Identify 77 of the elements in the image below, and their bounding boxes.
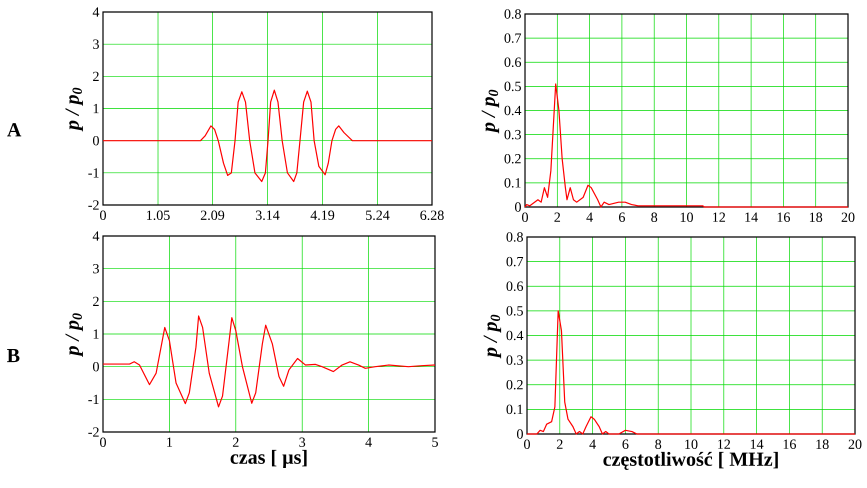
x-tick-label: 1 bbox=[167, 438, 172, 447]
y-tick-label: 2 bbox=[93, 72, 99, 81]
x-tick-label: 0 bbox=[100, 210, 106, 220]
x-tick-label: 1.05 bbox=[146, 210, 170, 220]
y-tick-label: 0.3 bbox=[506, 355, 523, 365]
y-tick-label: 0.2 bbox=[504, 154, 521, 164]
x-tick-label: 6 bbox=[619, 212, 625, 222]
y-tick-label: -1 bbox=[88, 168, 99, 178]
x-tick-label: 4 bbox=[586, 212, 593, 222]
x-tick-label: 4 bbox=[589, 440, 596, 449]
y-tick-label: 0.1 bbox=[504, 178, 521, 188]
y-tick-label: 0.3 bbox=[504, 130, 521, 140]
line-series bbox=[102, 315, 436, 408]
y-tick-label: 0.6 bbox=[504, 57, 522, 68]
x-tick-label: 0 bbox=[100, 438, 106, 447]
y-tick-label: 0.8 bbox=[504, 9, 521, 19]
text: B bbox=[7, 348, 20, 362]
y-tick-label: 0.7 bbox=[504, 33, 522, 43]
x-tick-label: 20 bbox=[842, 212, 854, 222]
y-tick-label: 0.5 bbox=[504, 82, 521, 92]
y-tick-label: 0 bbox=[93, 362, 99, 372]
y-tick-label: 0.5 bbox=[506, 306, 523, 316]
x-tick-label: 20 bbox=[848, 440, 862, 449]
y-tick-label: 3 bbox=[93, 39, 99, 49]
y-axis-title: p / p$_{0}$ bbox=[66, 88, 83, 132]
y-tick-label: 0.1 bbox=[506, 404, 523, 414]
x-tick-label: 12 bbox=[718, 440, 730, 449]
y-tick-label: 1 bbox=[94, 104, 99, 114]
x-tick-label: 0 bbox=[524, 440, 530, 449]
x-tick-label: 2 bbox=[554, 212, 560, 222]
x-tick-label: 8 bbox=[651, 212, 658, 222]
x-tick-label: 4.19 bbox=[310, 210, 334, 220]
x-tick-label: 6.28 bbox=[420, 210, 444, 220]
y-tick-label: 0.6 bbox=[506, 281, 524, 292]
y-tick-label: 2 bbox=[93, 296, 99, 306]
x-tick-label: 10 bbox=[680, 212, 693, 222]
x-tick-label: 5.24 bbox=[366, 210, 390, 220]
y-tick-label: -2 bbox=[88, 427, 99, 437]
y-tick-label: 0 bbox=[517, 429, 523, 439]
y-tick-label: 0.7 bbox=[506, 256, 524, 266]
y-tick-label: -1 bbox=[88, 394, 99, 404]
x-tick-label: 3 bbox=[299, 438, 306, 447]
x-tick-label: 2 bbox=[232, 438, 239, 447]
y-axis-title: p / p$_{0}$ bbox=[484, 314, 502, 358]
x-axis-title: częstotliwość [ MHz] bbox=[603, 452, 778, 470]
x-tick-label: 2 bbox=[556, 440, 563, 449]
y-tick-label: 0 bbox=[515, 202, 521, 212]
x-tick-label: 10 bbox=[685, 440, 698, 449]
y-tick-label: 0.4 bbox=[506, 330, 524, 340]
y-tick-label: 3 bbox=[93, 264, 99, 274]
y-tick-label: 0 bbox=[93, 136, 99, 146]
y-tick-label: 0.4 bbox=[504, 106, 522, 116]
text: A bbox=[7, 123, 22, 136]
y-axis-title: p / p$_{0}$ bbox=[482, 90, 500, 134]
x-tick-label: 14 bbox=[750, 440, 764, 449]
x-tick-label: 18 bbox=[810, 212, 822, 222]
x-tick-label: 14 bbox=[745, 212, 758, 222]
x-tick-label: 6 bbox=[622, 440, 628, 449]
y-tick-label: 4 bbox=[92, 7, 100, 17]
y-axis-title: p / p$_{0}$ bbox=[66, 313, 83, 357]
line-series bbox=[526, 310, 856, 435]
x-tick-label: 16 bbox=[778, 212, 790, 222]
x-tick-label: 18 bbox=[816, 440, 829, 449]
y-tick-label: 0.2 bbox=[506, 380, 523, 390]
x-tick-label: 4 bbox=[365, 438, 372, 447]
y-tick-label: 1 bbox=[94, 329, 99, 339]
y-tick-label: -2 bbox=[88, 200, 99, 210]
line-series bbox=[102, 90, 433, 182]
x-tick-label: 2.09 bbox=[200, 210, 224, 220]
x-axis-title: czas [ µs] bbox=[230, 450, 307, 468]
x-tick-label: 12 bbox=[713, 212, 726, 222]
y-tick-label: 0.8 bbox=[506, 232, 523, 242]
x-tick-label: 16 bbox=[784, 440, 796, 449]
y-tick-label: 4 bbox=[92, 231, 100, 241]
x-tick-label: 3.14 bbox=[256, 210, 280, 220]
x-tick-label: 5 bbox=[432, 438, 438, 447]
x-tick-label: 8 bbox=[655, 440, 662, 449]
